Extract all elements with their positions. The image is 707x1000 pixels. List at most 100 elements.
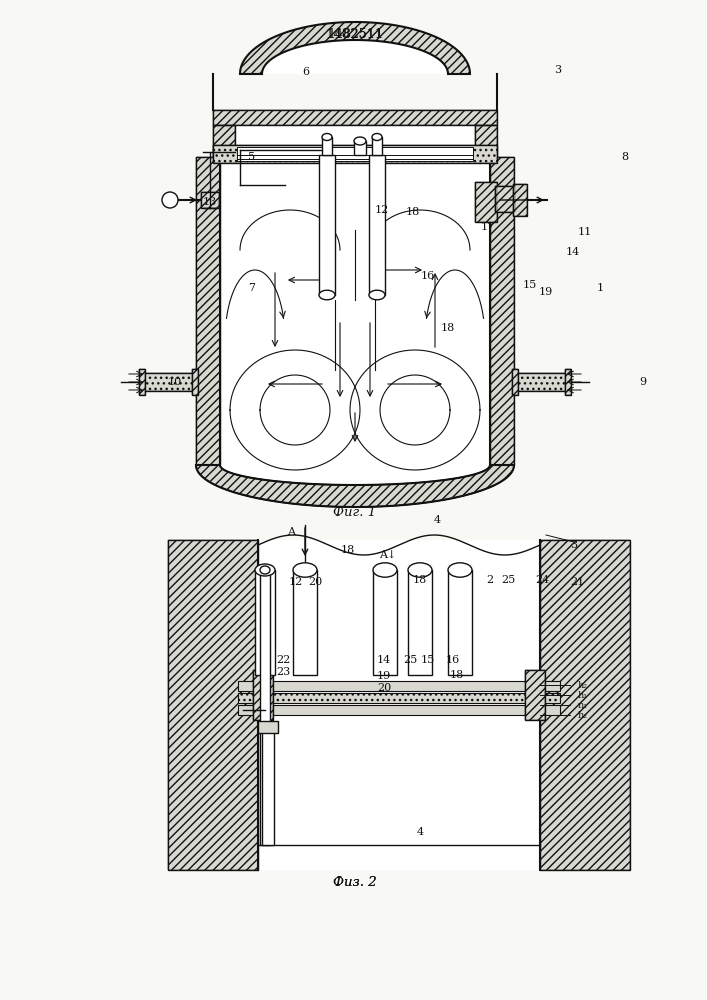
Text: 24: 24 bbox=[535, 575, 549, 585]
Bar bbox=[139, 369, 145, 395]
Text: 7: 7 bbox=[248, 283, 255, 293]
Bar bbox=[512, 369, 518, 395]
Text: 19: 19 bbox=[539, 287, 553, 297]
Text: Физ. 2: Физ. 2 bbox=[333, 876, 377, 888]
Ellipse shape bbox=[260, 566, 270, 574]
Bar bbox=[495, 186, 515, 212]
Ellipse shape bbox=[322, 133, 332, 140]
Bar bbox=[525, 670, 545, 720]
Polygon shape bbox=[220, 465, 490, 485]
Bar bbox=[354, 141, 366, 155]
Ellipse shape bbox=[373, 563, 397, 577]
Bar bbox=[141, 373, 196, 391]
Text: 23: 23 bbox=[276, 667, 290, 677]
Bar bbox=[168, 540, 258, 870]
Text: 3: 3 bbox=[571, 540, 578, 550]
Bar bbox=[192, 369, 198, 395]
Text: 2: 2 bbox=[486, 575, 493, 585]
Text: 1: 1 bbox=[597, 283, 604, 293]
Text: Физ. 2: Физ. 2 bbox=[333, 876, 377, 888]
Text: 18: 18 bbox=[341, 545, 355, 555]
Ellipse shape bbox=[293, 563, 317, 577]
Bar bbox=[495, 186, 515, 212]
Bar bbox=[319, 155, 335, 295]
Text: 17: 17 bbox=[481, 222, 495, 232]
Text: 18: 18 bbox=[406, 207, 420, 217]
Text: 20: 20 bbox=[308, 577, 322, 587]
Bar bbox=[192, 369, 198, 395]
Ellipse shape bbox=[255, 564, 275, 576]
Bar bbox=[373, 570, 397, 675]
Bar bbox=[565, 369, 571, 395]
Text: 14: 14 bbox=[566, 247, 580, 257]
Text: 12: 12 bbox=[375, 205, 389, 215]
Text: h₁: h₁ bbox=[578, 690, 588, 700]
Text: 14: 14 bbox=[377, 655, 391, 665]
Bar bbox=[168, 540, 258, 870]
Bar bbox=[220, 157, 490, 465]
Bar bbox=[475, 182, 497, 222]
Bar bbox=[253, 670, 273, 720]
Bar bbox=[475, 182, 497, 222]
Bar bbox=[369, 155, 385, 295]
Bar bbox=[448, 570, 472, 675]
Polygon shape bbox=[262, 40, 448, 74]
Bar bbox=[213, 110, 497, 125]
Bar bbox=[262, 725, 274, 845]
Bar bbox=[213, 125, 235, 157]
Bar bbox=[213, 145, 497, 163]
Bar bbox=[196, 157, 220, 465]
Text: 10: 10 bbox=[168, 377, 182, 387]
Text: 5: 5 bbox=[248, 152, 255, 162]
Bar bbox=[196, 157, 220, 465]
Bar bbox=[238, 693, 263, 703]
Text: 13: 13 bbox=[203, 197, 217, 207]
Bar bbox=[253, 670, 273, 720]
Bar bbox=[293, 570, 317, 675]
Text: 22: 22 bbox=[276, 655, 290, 665]
Bar bbox=[263, 681, 535, 691]
Text: 15: 15 bbox=[523, 280, 537, 290]
Bar bbox=[235, 125, 475, 157]
Text: 4: 4 bbox=[433, 515, 440, 525]
Bar bbox=[514, 373, 569, 391]
Bar bbox=[322, 137, 332, 155]
Bar bbox=[263, 693, 535, 703]
Bar bbox=[540, 540, 630, 870]
Text: 3: 3 bbox=[554, 65, 561, 75]
Ellipse shape bbox=[408, 563, 432, 577]
Bar bbox=[565, 369, 571, 395]
Text: 12: 12 bbox=[289, 577, 303, 587]
Polygon shape bbox=[240, 22, 470, 74]
Bar bbox=[535, 681, 560, 691]
Ellipse shape bbox=[448, 563, 472, 577]
Text: 6: 6 bbox=[303, 67, 310, 77]
Bar bbox=[238, 681, 263, 691]
Text: A: A bbox=[287, 527, 295, 537]
Bar bbox=[535, 705, 560, 715]
Bar bbox=[263, 705, 535, 715]
Text: 18: 18 bbox=[413, 575, 427, 585]
Ellipse shape bbox=[319, 290, 335, 300]
Bar bbox=[213, 145, 497, 163]
Bar bbox=[540, 540, 630, 870]
Text: 9: 9 bbox=[639, 377, 647, 387]
Ellipse shape bbox=[369, 290, 385, 300]
Bar bbox=[525, 670, 545, 720]
Bar bbox=[201, 192, 219, 208]
Text: 25: 25 bbox=[501, 575, 515, 585]
Text: 11: 11 bbox=[578, 227, 592, 237]
Bar bbox=[258, 540, 540, 870]
Bar bbox=[475, 125, 497, 157]
Bar bbox=[514, 373, 569, 391]
Text: 18: 18 bbox=[441, 323, 455, 333]
Text: 15: 15 bbox=[421, 655, 435, 665]
Bar bbox=[372, 137, 382, 155]
Text: Фиг. 1: Фиг. 1 bbox=[334, 506, 377, 520]
Bar bbox=[139, 369, 145, 395]
Bar bbox=[513, 184, 527, 216]
Text: 19: 19 bbox=[377, 671, 391, 681]
Text: 4: 4 bbox=[416, 827, 423, 837]
Ellipse shape bbox=[372, 133, 382, 140]
Bar bbox=[237, 147, 473, 161]
